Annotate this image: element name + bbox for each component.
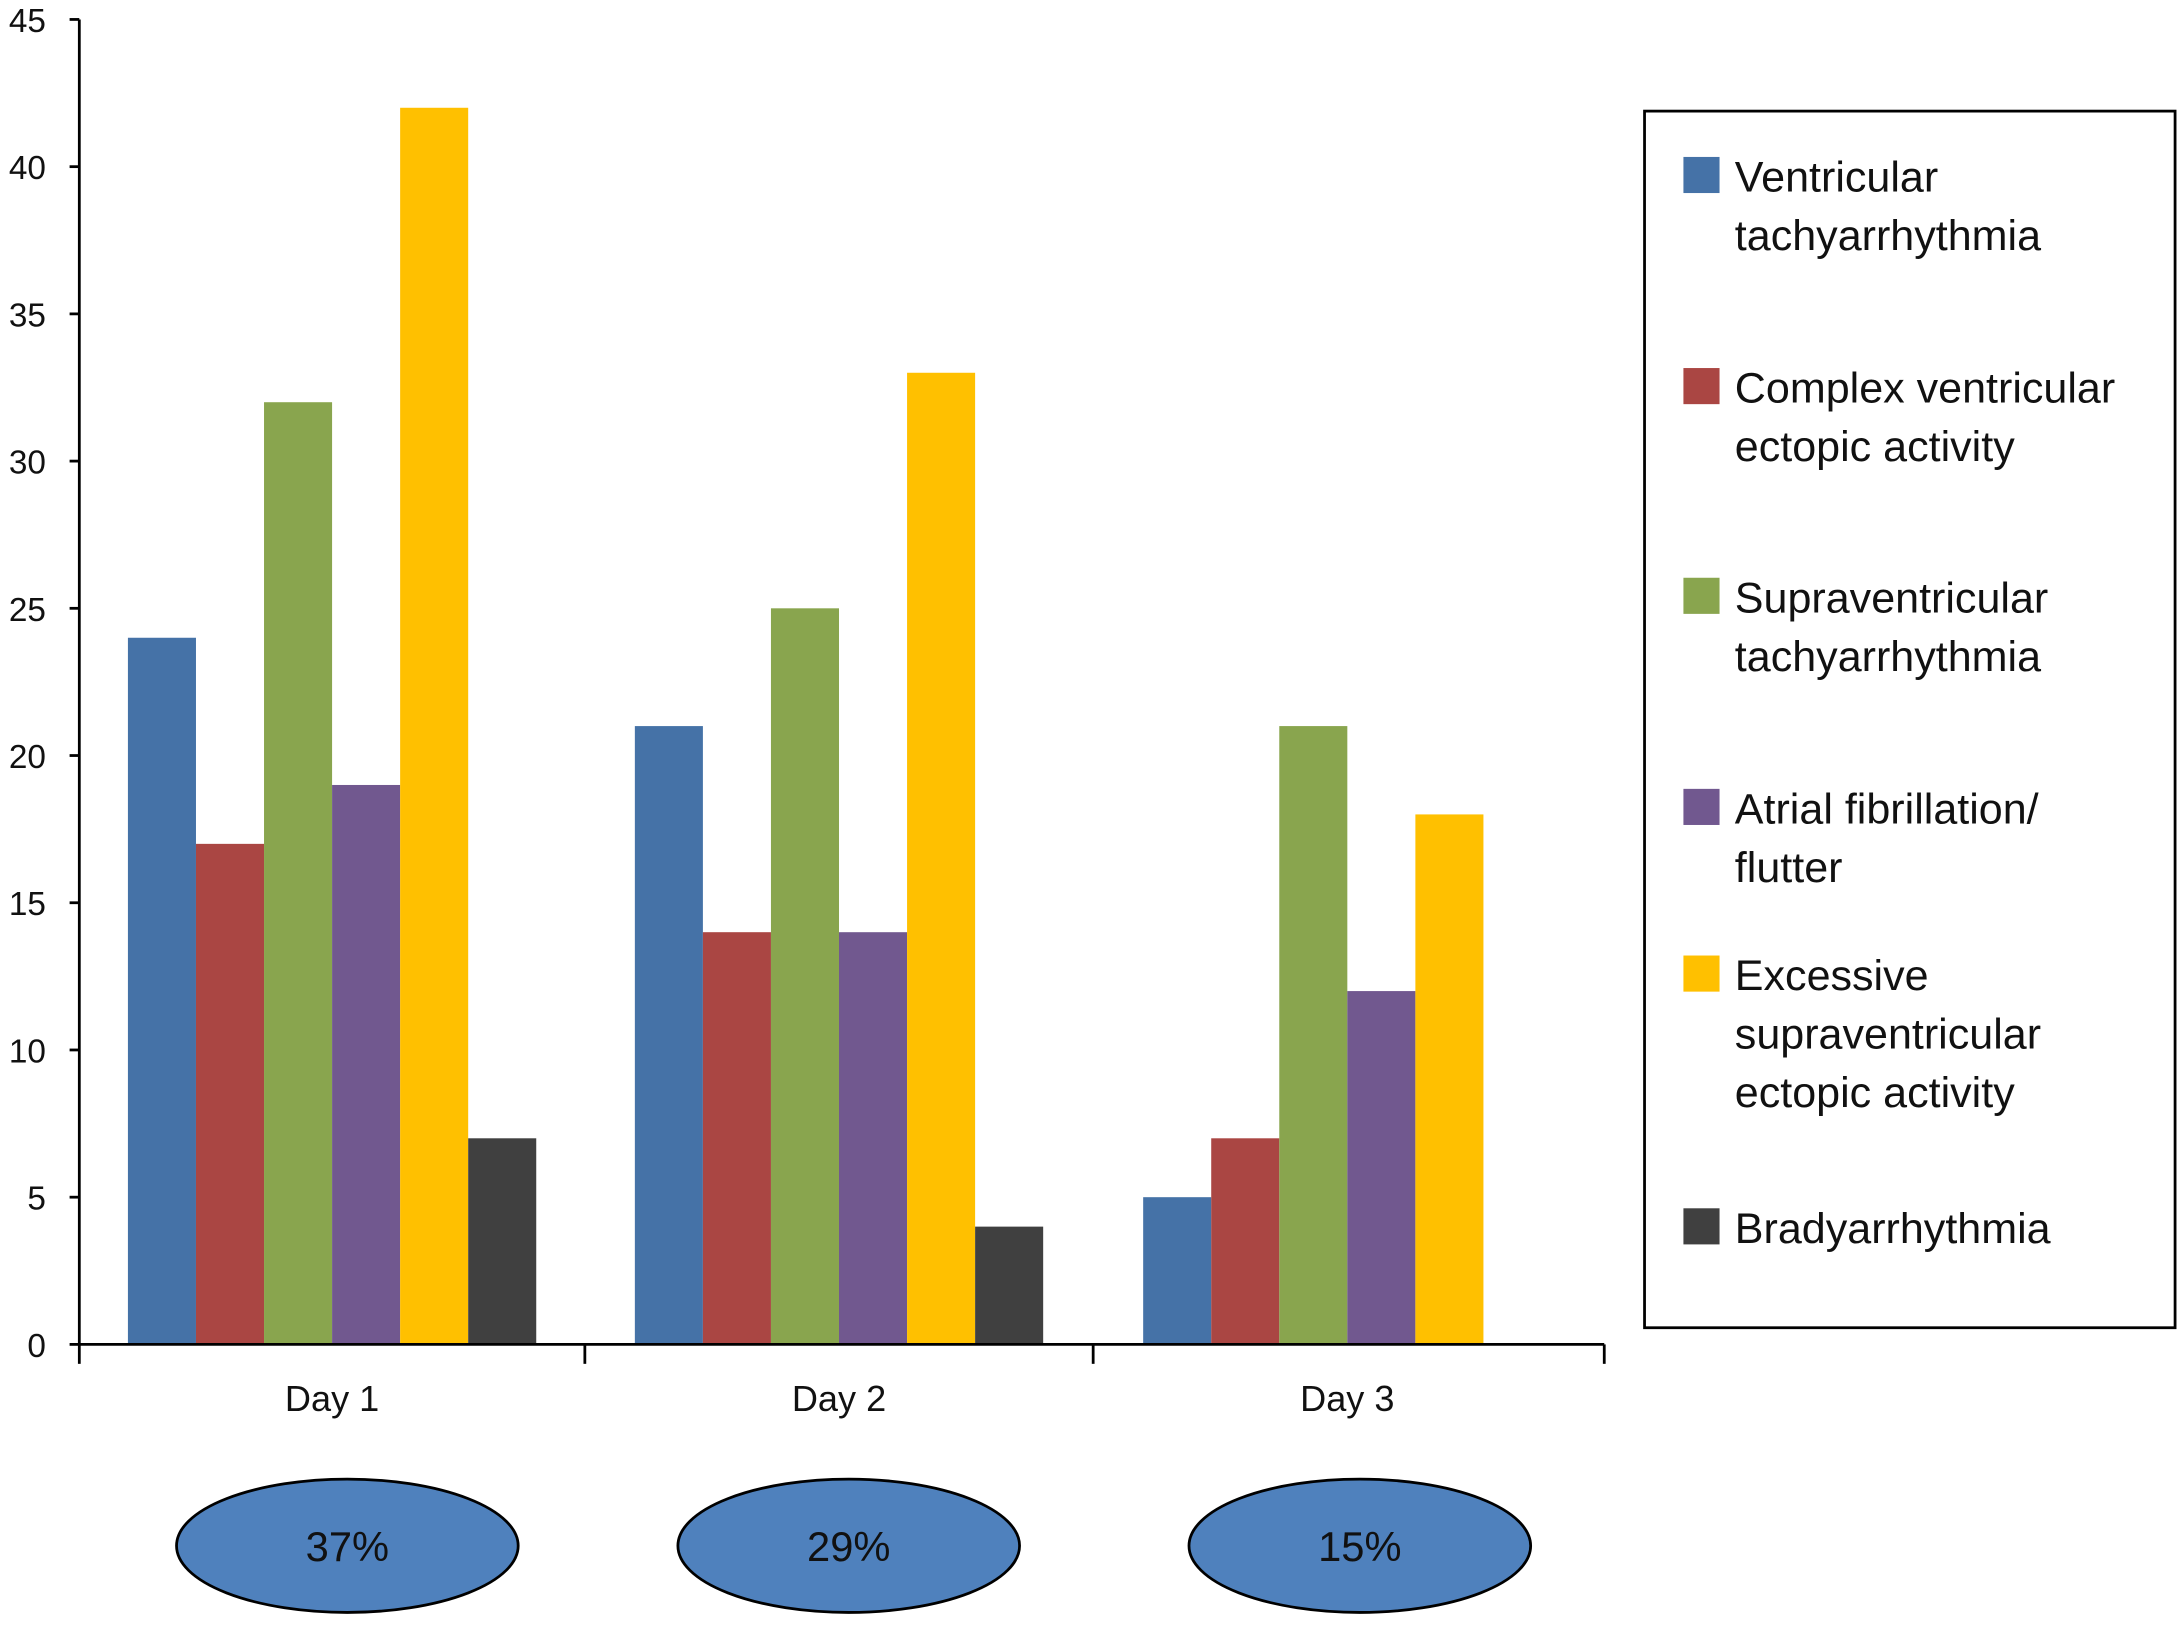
legend-item: Excessive supraventricular ectopic activit…	[1683, 952, 2041, 1117]
annotation-ellipse	[676, 1477, 1021, 1614]
bar-6-day-2	[975, 1226, 1044, 1345]
y-tick-label: 45	[9, 3, 46, 40]
legend-item: Bradyarrhythmia	[1683, 1205, 2051, 1253]
y-tick-label: 40	[9, 150, 46, 187]
y-ticks: 0 5 10 15 20 25 30 35 40 45	[9, 3, 80, 1365]
x-category-label: Day 2	[792, 1378, 886, 1419]
legend-swatch	[1683, 577, 1720, 614]
x-category-label: Day 3	[1300, 1378, 1394, 1419]
percentage-annotations: 37% 29% 15%	[175, 1477, 1533, 1614]
legend-item: Ventricular tachyarrhythmia	[1683, 154, 2041, 260]
legend-label: supraventricular	[1735, 1011, 2041, 1059]
bar-3-day-3	[1279, 726, 1348, 1345]
legend-label: tachyarrhythmia	[1735, 633, 2041, 681]
bar-4-day-2	[839, 932, 908, 1345]
legend-swatch	[1683, 1208, 1720, 1245]
bar-4-day-3	[1347, 991, 1416, 1345]
bar-2-day-3	[1211, 1138, 1280, 1345]
bar-5-day-3	[1415, 814, 1484, 1345]
legend-box	[1643, 109, 2177, 1330]
legend-swatch	[1683, 955, 1720, 992]
bar-2-day-2	[702, 932, 771, 1345]
legend-swatch	[1683, 368, 1720, 405]
legend-label: Atrial fibrillation/	[1735, 786, 2039, 834]
y-tick-label: 5	[27, 1181, 46, 1218]
y-tick-label: 35	[9, 297, 46, 334]
legend-label: ectopic activity	[1735, 1069, 2015, 1117]
annotation-label: 29%	[807, 1523, 890, 1570]
bars-layer	[127, 107, 1484, 1345]
x-ticks: Day 1 Day 2 Day 3	[77, 1344, 1606, 1419]
y-tick-label: 0	[27, 1328, 46, 1365]
y-tick-label: 15	[9, 886, 46, 923]
legend-item: Supraventricular tachyarrhythmia	[1683, 574, 2048, 681]
bar-3-day-2	[770, 608, 840, 1345]
y-tick-label: 25	[9, 592, 46, 629]
y-tick-label: 20	[9, 739, 46, 776]
legend-label: flutter	[1735, 844, 1843, 892]
bar-4-day-1	[332, 784, 401, 1345]
y-tick-label: 30	[9, 445, 46, 482]
bar-3-day-1	[264, 402, 333, 1345]
legend-label: Ventricular	[1735, 154, 1938, 202]
bar-5-day-1	[400, 107, 469, 1345]
annotation-ellipse	[175, 1477, 520, 1614]
legend-item: Atrial fibrillation/flutter	[1683, 786, 2039, 892]
annotation-label: 37%	[306, 1523, 389, 1570]
legend-label: Supraventricular	[1735, 574, 2048, 622]
legend-label: tachyarrhythmia	[1735, 212, 2041, 260]
x-category-label: Day 1	[285, 1378, 379, 1419]
bar-1-day-2	[634, 726, 703, 1345]
legend-label: Complex ventricular	[1735, 365, 2115, 413]
legend-label: Bradyarrhythmia	[1735, 1205, 2051, 1253]
bar-1-day-3	[1143, 1197, 1212, 1345]
y-tick-label: 10	[9, 1033, 46, 1070]
bar-2-day-1	[195, 843, 265, 1345]
annotation-label: 15%	[1318, 1523, 1401, 1570]
legend-label: Excessive	[1735, 952, 1929, 1000]
legend-swatch	[1683, 156, 1720, 194]
legend-item: Complex ventricular ectopic activity	[1683, 365, 2115, 471]
legend: Ventricular tachyarrhythmia Complex ventri…	[1683, 154, 2115, 1253]
bar-1-day-1	[127, 637, 196, 1345]
annotation-ellipse	[1187, 1477, 1533, 1614]
bar-5-day-2	[907, 372, 976, 1345]
legend-label: ectopic activity	[1735, 423, 2015, 471]
bar-6-day-1	[468, 1138, 537, 1345]
legend-swatch	[1683, 788, 1720, 825]
